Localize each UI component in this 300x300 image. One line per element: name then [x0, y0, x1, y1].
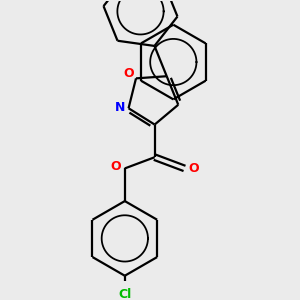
- Text: O: O: [188, 162, 199, 175]
- Text: Cl: Cl: [118, 288, 131, 300]
- Text: N: N: [115, 101, 125, 114]
- Text: O: O: [110, 160, 121, 173]
- Text: O: O: [123, 67, 134, 80]
